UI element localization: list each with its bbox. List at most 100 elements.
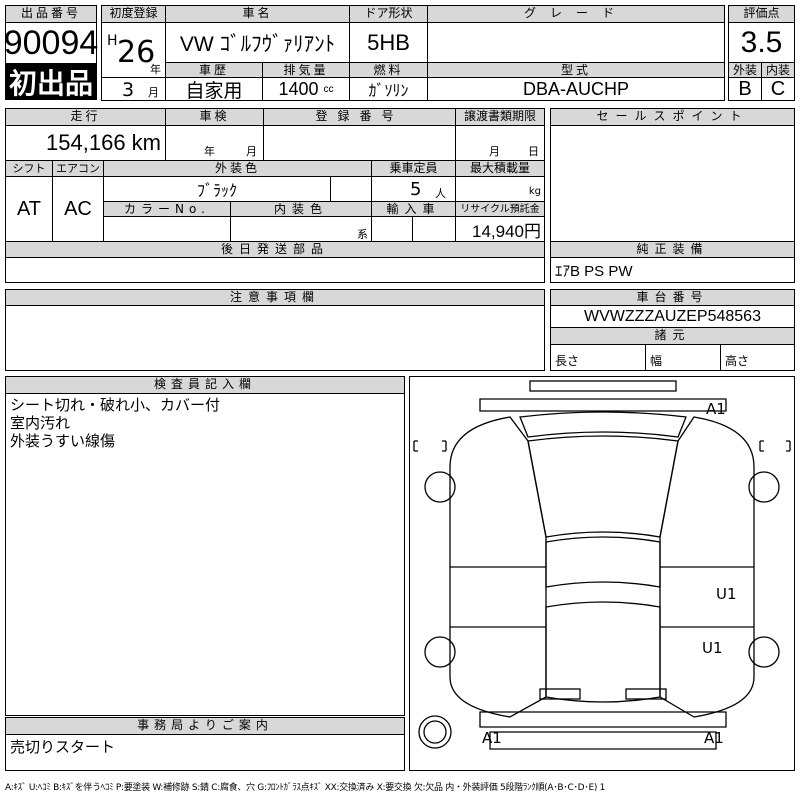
office-label: 事務局よりご案内: [5, 717, 405, 735]
recycle-label: リサイクル預託金: [455, 201, 545, 217]
damage-mark: U1: [702, 639, 723, 657]
history-value: 自家用: [165, 77, 263, 102]
inspector-line: 外装うすい線傷: [10, 432, 116, 450]
sales-point-cell: [550, 125, 795, 242]
car-name: VW ｺﾞﾙﾌｳﾞｧﾘｱﾝﾄ: [165, 22, 350, 63]
exterior-label: 外装: [728, 62, 762, 78]
fuel-value: ｶﾞｿﾘﾝ: [349, 77, 428, 101]
equipment-label: 純正装備: [550, 241, 795, 258]
damage-mark: A1: [704, 729, 724, 747]
int-color-unit: 系: [357, 228, 368, 241]
notes-cell: [5, 305, 545, 371]
ext-color-value: ﾌﾞﾗｯｸ: [103, 176, 331, 202]
model-label: 型式: [427, 62, 725, 78]
chassis-label: 車台番号: [550, 289, 795, 306]
inspector-line: シート切れ・破れ小、カバー付: [10, 396, 221, 414]
inspector-label: 検査員記入欄: [5, 376, 405, 394]
car-outline-icon: [413, 380, 791, 750]
grade-value: [427, 22, 725, 63]
later-parts-cell: [5, 257, 545, 283]
exterior-grade: B: [728, 77, 762, 101]
height-cell: 高さ: [720, 344, 795, 371]
transfer-label: 譲渡書類期限: [455, 108, 545, 126]
grade-label: グレード: [427, 5, 725, 23]
first-listing-badge: 初出品: [5, 63, 97, 100]
first-reg-year-cell: H 26 年: [101, 22, 166, 78]
score-value: 3.5: [728, 22, 795, 63]
score-label: 評価点: [728, 5, 795, 23]
lot-number: 90094: [4, 22, 98, 64]
int-color-cell: 系: [230, 216, 372, 242]
inspector-notes: シート切れ・破れ小、カバー付 室内汚れ 外装うすい線傷: [5, 393, 405, 716]
model-code: DBA-AUCHP: [427, 77, 725, 101]
damage-mark: A1: [482, 729, 502, 747]
interior-grade: C: [761, 77, 795, 101]
inspection-month-unit: 月: [246, 145, 257, 158]
equipment-value: ｴｱB PS PW: [550, 257, 795, 283]
car-name-label: 車名: [165, 5, 350, 23]
reg-number-cell: [263, 125, 456, 161]
door-label: ドア形状: [349, 5, 428, 23]
sales-point-label: セールスポイント: [550, 108, 795, 126]
displacement-label: 排気量: [262, 62, 350, 78]
length-cell: 長さ: [550, 344, 646, 371]
mileage-label: 走行: [5, 108, 166, 126]
month-unit: 月: [148, 86, 159, 99]
shift-label: シフト: [5, 160, 53, 177]
specs-label: 諸元: [550, 327, 795, 345]
aircon-value: AC: [52, 176, 104, 242]
displacement-value: 1400 cc: [262, 77, 350, 101]
max-load-cell: kg: [455, 176, 545, 202]
reg-number-label: 登録番号: [263, 108, 456, 126]
chassis-number: WVWZZZAUZEP548563: [550, 305, 795, 328]
color-no-label: カラーNo.: [103, 201, 231, 217]
legend: A:ｷｽﾞ U:ﾍｺﾐ B:ｷｽﾞを伴うﾍｺﾐ P:要塗装 W:補修跡 S:錆 …: [5, 783, 606, 793]
later-parts-label: 後日発送部品: [5, 241, 545, 258]
color-no-cell: [103, 216, 231, 242]
inspection-label: 車検: [165, 108, 264, 126]
damage-mark: A1: [706, 400, 726, 418]
notes-label: 注意事項欄: [5, 289, 545, 306]
door-type: 5HB: [349, 22, 428, 63]
capacity-label: 乗車定員: [371, 160, 456, 177]
era: H: [107, 33, 118, 49]
first-reg-label: 初度登録: [101, 5, 166, 23]
ext-color-label: 外装色: [103, 160, 372, 177]
width-label: 幅: [650, 354, 663, 368]
inspection-cell: 年月: [165, 125, 264, 161]
capacity-value: 5: [410, 179, 422, 200]
transfer-month-unit: 月: [489, 145, 500, 158]
shift-value: AT: [5, 176, 53, 242]
height-label: 高さ: [725, 354, 750, 368]
year-unit: 年: [150, 63, 161, 76]
office-cell: 売切りスタート: [5, 734, 405, 771]
max-load-label: 最大積載量: [455, 160, 545, 177]
max-load-unit: kg: [528, 186, 541, 197]
reg-month: 3: [122, 79, 135, 101]
aircon-label: エアコン: [52, 160, 104, 177]
import-label: 輸入車: [371, 201, 456, 217]
displacement-unit: cc: [323, 83, 334, 95]
lot-label: 出品番号: [5, 5, 97, 23]
inspection-year-unit: 年: [204, 145, 215, 158]
displacement-number: 1400: [278, 78, 319, 99]
recycle-value: 14,940円: [455, 216, 545, 242]
office-message: 売切りスタート: [10, 738, 116, 756]
fuel-label: 燃料: [349, 62, 428, 78]
reg-year: 26: [117, 35, 156, 70]
interior-label: 内装: [761, 62, 795, 78]
inspector-line: 室内汚れ: [10, 414, 71, 432]
length-label: 長さ: [555, 354, 580, 368]
capacity-unit: 人: [435, 187, 446, 200]
mileage-value: 154,166 km: [5, 125, 166, 161]
ext-color-extra: [330, 176, 372, 202]
transfer-day-unit: 日: [528, 145, 539, 158]
first-reg-month-cell: 3 月: [101, 77, 166, 101]
car-diagram: A1 U1 U1 A1 A1: [409, 376, 795, 771]
damage-mark: U1: [716, 585, 737, 603]
import-cell-a: [371, 216, 413, 242]
width-cell: 幅: [645, 344, 721, 371]
import-cell-b: [412, 216, 456, 242]
int-color-label: 内装色: [230, 201, 372, 217]
